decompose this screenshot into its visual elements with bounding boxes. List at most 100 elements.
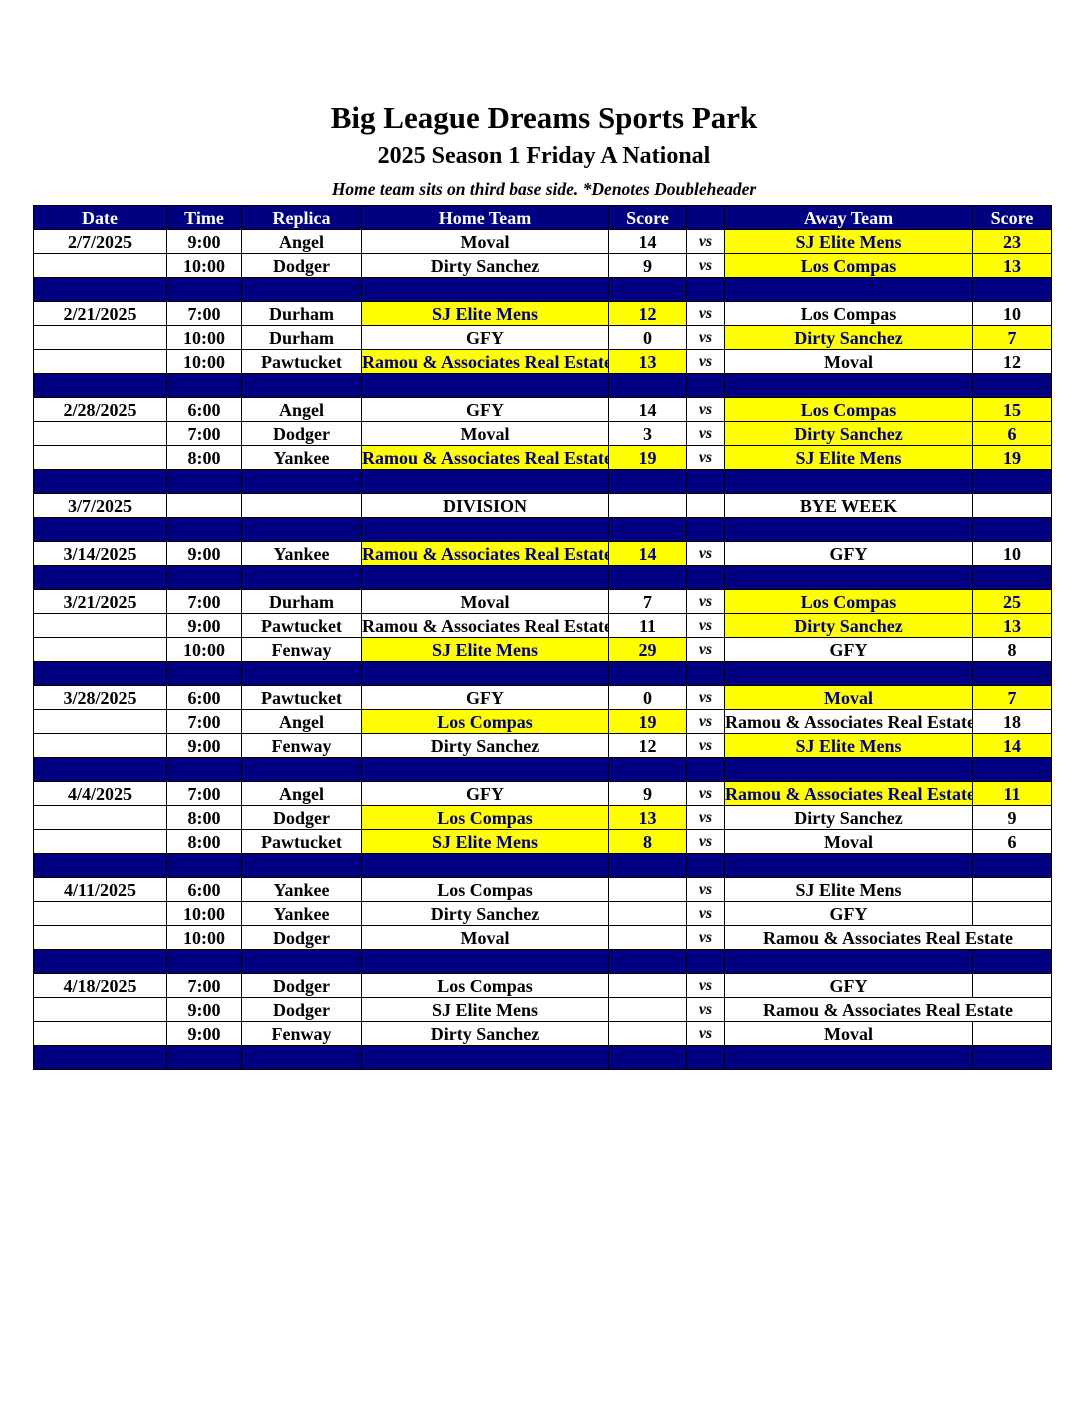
game-row: 7:00 Angel Los Compas 19 vs Ramou & Associate…	[33, 709, 1052, 734]
date-cell	[33, 733, 167, 758]
replica-cell: Yankee	[241, 445, 362, 470]
vs-cell: vs	[686, 229, 725, 254]
home-score-cell: 13	[608, 349, 687, 374]
separator-cell	[33, 565, 167, 590]
replica-cell: Yankee	[241, 541, 362, 566]
separator-row	[33, 757, 1052, 782]
separator-cell	[686, 661, 725, 686]
replica-cell: Pawtucket	[241, 829, 362, 854]
home-team-cell: GFY	[361, 685, 609, 710]
vs-cell: vs	[686, 541, 725, 566]
game-row: 9:00 Pawtucket Ramou & Associates Real Est…	[33, 613, 1052, 638]
vs-cell: vs	[686, 397, 725, 422]
home-score-cell: 12	[608, 301, 687, 326]
away-team-cell: Los Compas	[724, 589, 973, 614]
home-score-cell: 13	[608, 805, 687, 830]
away-score-cell: 10	[972, 301, 1052, 326]
separator-cell	[724, 1045, 973, 1070]
col-home-team: Home Team	[361, 205, 609, 230]
date-cell	[33, 901, 167, 926]
col-date: Date	[33, 205, 167, 230]
replica-cell	[241, 493, 362, 518]
time-cell: 7:00	[166, 709, 242, 734]
separator-cell	[972, 1045, 1052, 1070]
separator-cell	[361, 517, 609, 542]
separator-cell	[724, 661, 973, 686]
separator-cell	[361, 853, 609, 878]
away-score-cell: 23	[972, 229, 1052, 254]
away-team-cell: Moval	[724, 349, 973, 374]
away-score-cell: 9	[972, 805, 1052, 830]
game-row: 2/7/2025 9:00 Angel Moval 14 vs SJ Elite Mens 2…	[33, 229, 1052, 254]
game-row: 3/14/2025 9:00 Yankee Ramou & Associates Re…	[33, 541, 1052, 566]
game-row: 2/21/2025 7:00 Durham SJ Elite Mens 12 vs Los …	[33, 301, 1052, 326]
home-team-cell: Dirty Sanchez	[361, 901, 609, 926]
vs-cell: vs	[686, 613, 725, 638]
time-cell: 8:00	[166, 445, 242, 470]
game-row: 4/18/2025 7:00 Dodger Los Compas vs GFY	[33, 973, 1052, 998]
vs-cell: vs	[686, 805, 725, 830]
separator-cell	[972, 277, 1052, 302]
separator-cell	[361, 469, 609, 494]
separator-cell	[724, 853, 973, 878]
home-score-cell	[608, 997, 687, 1022]
away-score-cell: 11	[972, 781, 1052, 806]
away-team-cell: SJ Elite Mens	[724, 445, 973, 470]
home-team-cell: Moval	[361, 589, 609, 614]
game-row: 10:00 Yankee Dirty Sanchez vs GFY	[33, 901, 1052, 926]
away-team-cell: GFY	[724, 637, 973, 662]
time-cell: 8:00	[166, 805, 242, 830]
away-team-cell: Ramou & Associates Real Estate	[724, 709, 973, 734]
date-cell: 4/11/2025	[33, 877, 167, 902]
date-cell: 3/28/2025	[33, 685, 167, 710]
away-score-cell	[972, 493, 1052, 518]
away-team-cell: Los Compas	[724, 397, 973, 422]
separator-cell	[608, 661, 687, 686]
replica-cell: Durham	[241, 325, 362, 350]
separator-cell	[33, 661, 167, 686]
time-cell: 7:00	[166, 781, 242, 806]
date-cell: 2/7/2025	[33, 229, 167, 254]
separator-row	[33, 1045, 1052, 1070]
separator-cell	[972, 949, 1052, 974]
replica-cell: Durham	[241, 301, 362, 326]
home-score-cell: 14	[608, 397, 687, 422]
separator-cell	[33, 949, 167, 974]
home-score-cell: 7	[608, 589, 687, 614]
replica-cell: Pawtucket	[241, 349, 362, 374]
vs-cell: vs	[686, 925, 725, 950]
home-team-cell: GFY	[361, 397, 609, 422]
time-cell: 10:00	[166, 325, 242, 350]
home-score-cell	[608, 973, 687, 998]
home-team-cell: SJ Elite Mens	[361, 829, 609, 854]
home-team-cell: SJ Elite Mens	[361, 997, 609, 1022]
date-cell: 2/21/2025	[33, 301, 167, 326]
home-team-cell: SJ Elite Mens	[361, 637, 609, 662]
time-cell: 7:00	[166, 421, 242, 446]
away-score-cell: 6	[972, 421, 1052, 446]
separator-cell	[686, 565, 725, 590]
replica-cell: Yankee	[241, 901, 362, 926]
separator-cell	[972, 469, 1052, 494]
separator-cell	[972, 661, 1052, 686]
away-team-cell: GFY	[724, 973, 973, 998]
away-team-cell: BYE WEEK	[724, 493, 973, 518]
vs-cell: vs	[686, 637, 725, 662]
home-score-cell	[608, 901, 687, 926]
header-row: Date Time Replica Home Team Score Away T…	[33, 205, 1052, 230]
home-team-cell: Ramou & Associates Real Estate	[361, 541, 609, 566]
vs-cell: vs	[686, 253, 725, 278]
separator-row	[33, 949, 1052, 974]
away-team-cell: SJ Elite Mens	[724, 229, 973, 254]
game-row: 10:00 Dodger Moval vs Ramou & Associates Rea…	[33, 925, 1052, 950]
separator-cell	[608, 949, 687, 974]
schedule-note: Home team sits on third base side. *Deno…	[331, 179, 757, 199]
vs-cell: vs	[686, 709, 725, 734]
away-score-cell	[972, 1021, 1052, 1046]
game-row: 10:00 Pawtucket Ramou & Associates Real Es…	[33, 349, 1052, 374]
game-row: 7:00 Dodger Moval 3 vs Dirty Sanchez 6	[33, 421, 1052, 446]
replica-cell: Fenway	[241, 733, 362, 758]
away-score-cell: 25	[972, 589, 1052, 614]
home-score-cell: 19	[608, 445, 687, 470]
home-score-cell: 9	[608, 781, 687, 806]
